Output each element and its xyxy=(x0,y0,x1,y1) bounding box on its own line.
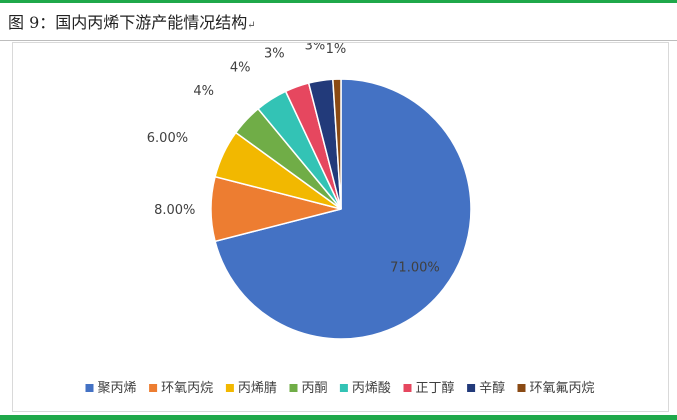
data-label-6: 3% xyxy=(264,46,285,61)
legend-swatch-6 xyxy=(403,384,412,392)
legend-item-2: 环氧丙烷 xyxy=(149,381,213,396)
legend-swatch-8 xyxy=(517,384,526,392)
data-label-1: 71.00% xyxy=(390,260,440,275)
figure-caption: 图 9：国内丙烯下游产能情况结构↵ xyxy=(8,10,668,36)
legend-swatch-5 xyxy=(339,384,348,392)
legend-item-5: 丙烯酸 xyxy=(339,381,391,396)
legend-swatch-7 xyxy=(467,384,476,392)
legend-item-4: 丙酮 xyxy=(289,381,328,396)
pie-slice-1 xyxy=(214,78,472,340)
legend-swatch-3 xyxy=(225,384,234,392)
pie-slices xyxy=(210,78,472,340)
legend-label-6: 正丁醇 xyxy=(416,380,455,396)
pie-chart: 71.00%8.00%6.00%4%4%3%3% 1% 聚丙烯 环氧丙烷 丙烯腈 丙酮丙… xyxy=(85,39,595,396)
legend-label-7: 辛醇 xyxy=(479,380,505,396)
legend-label-3: 丙烯腈 xyxy=(238,381,277,396)
legend-item-8: 环氧氟丙烷 xyxy=(517,381,595,396)
legend-swatch-1 xyxy=(85,384,94,392)
chart-frame: 71.00% 8.00% 6.00% 4% 4% 3% 3% 1% 聚丙烯 环氧丙烷 丙烯腈 丙酮丙… xyxy=(12,39,669,412)
data-label-4: 4% xyxy=(193,84,214,99)
legend-item-6: 正丁醇 xyxy=(403,380,455,396)
legend-label-4: 丙酮 xyxy=(302,381,328,396)
legend-label-8: 环氧氟丙烷 xyxy=(530,381,595,396)
data-label-3: 6.00% xyxy=(147,131,188,146)
caption-divider xyxy=(0,40,677,41)
legend-label-5: 丙烯酸 xyxy=(352,381,391,396)
legend-label-2: 环氧丙烷 xyxy=(161,381,213,396)
top-border xyxy=(0,0,677,3)
data-label-2: 8.00% xyxy=(154,203,195,218)
paragraph-return-mark: ↵ xyxy=(247,20,256,31)
legend-item-7: 辛醇 xyxy=(467,380,505,396)
data-label-8: 1% xyxy=(326,43,347,57)
pie-data-labels: 71.00%8.00%6.00%4%4%3%3% 1% xyxy=(147,39,440,276)
data-label-5: 4% xyxy=(230,60,251,75)
legend-label-1: 聚丙烯 xyxy=(98,381,137,396)
legend-swatch-4 xyxy=(289,384,298,392)
legend-swatch-2 xyxy=(149,384,158,392)
figure-caption-text: 图 9：国内丙烯下游产能情况结构 xyxy=(8,13,248,32)
data-label-7: 3% xyxy=(305,43,326,54)
legend-item-1: 聚丙烯 xyxy=(85,381,137,396)
chart-legend: 聚丙烯 环氧丙烷 丙烯腈 丙酮 丙烯酸 正丁醇 辛醇 环氧氟丙烷 xyxy=(85,380,595,396)
bottom-border xyxy=(0,415,677,420)
pie-slice-8 xyxy=(332,78,342,210)
legend-item-3: 丙烯腈 xyxy=(225,381,277,396)
